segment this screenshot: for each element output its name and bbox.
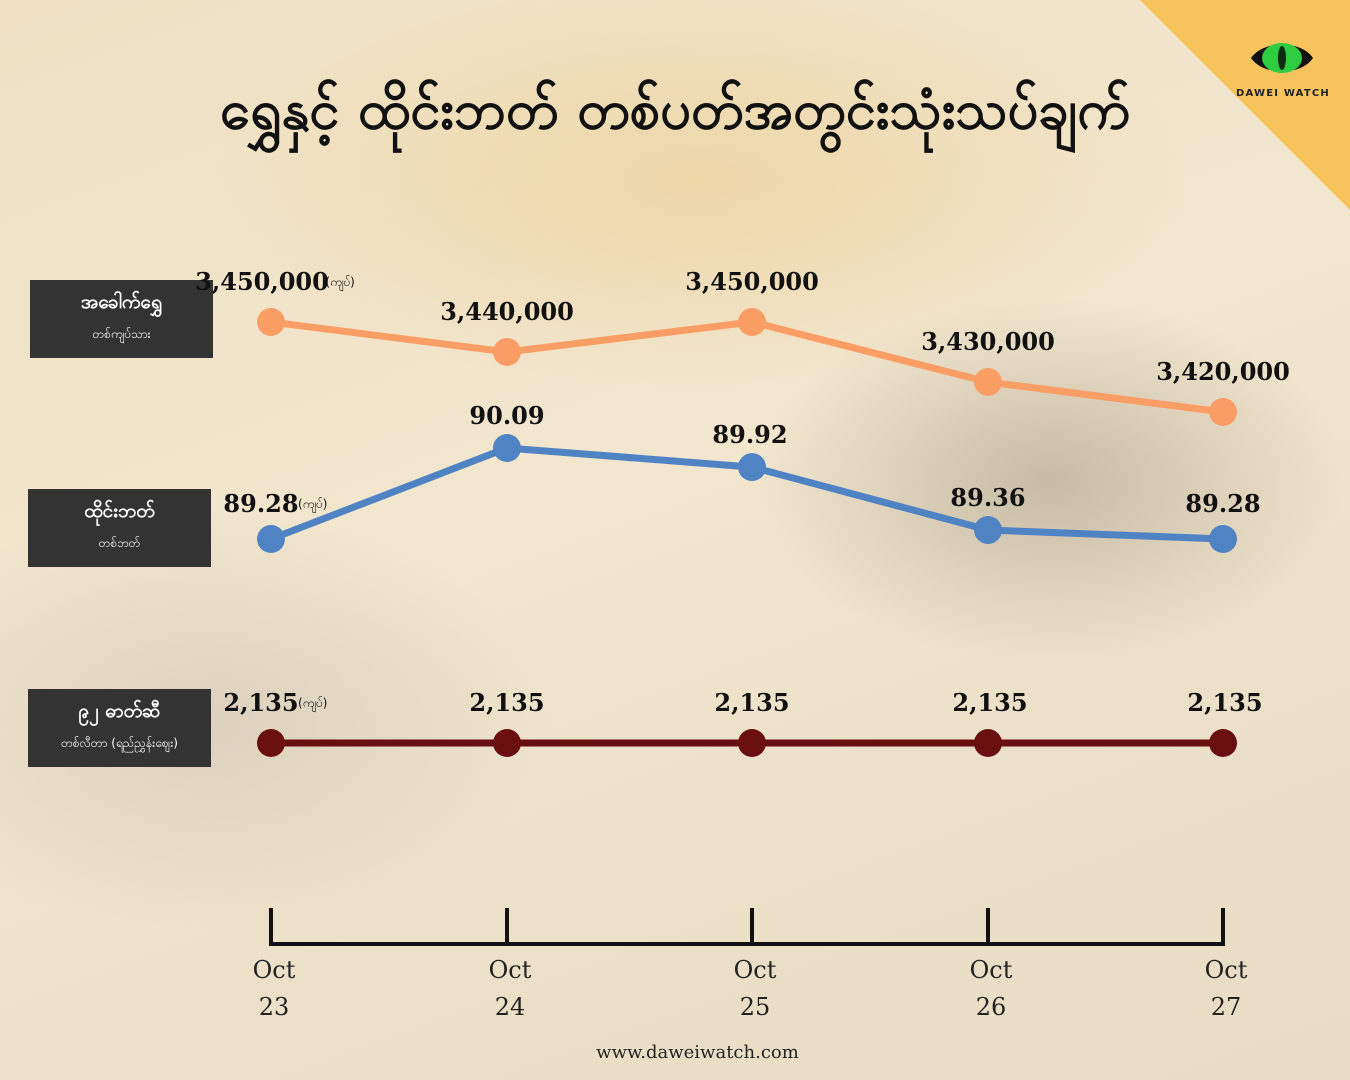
gold-point <box>257 308 285 336</box>
row-label-fuel: ၉၂ ဓာတ်ဆီ တစ်လီတာ (ရည်ညွှန်းဈေး) <box>28 689 211 767</box>
x-tick-label-day: 26 <box>976 993 1007 1021</box>
gold-data-label: 3,440,000 <box>440 297 574 326</box>
row-label-gold: အခေါက်ရွှေ တစ်ကျပ်သား <box>30 280 213 358</box>
gold-series-line <box>267 318 1227 416</box>
row-label-gold-main: အခေါက်ရွှေ <box>80 291 163 313</box>
baht-point <box>493 434 521 462</box>
baht-point <box>738 453 766 482</box>
baht-data-label: 89.28 <box>1185 489 1260 518</box>
fuel-point <box>257 729 285 757</box>
x-tick-label-day: 27 <box>1211 993 1242 1021</box>
fuel-point <box>1209 729 1237 757</box>
x-tick-label-month: Oct <box>253 956 296 984</box>
gold-data-label: 3,450,000 <box>195 267 329 296</box>
gold-point <box>974 368 1002 396</box>
fuel-point <box>738 729 766 757</box>
baht-unit-label: (ကျပ်) <box>298 496 327 514</box>
row-label-baht-main: ထိုင်းဘတ် <box>84 500 155 522</box>
baht-data-label: 89.92 <box>712 420 787 449</box>
gold-point <box>1209 398 1237 426</box>
fuel-point <box>974 729 1002 757</box>
website-footer: www.daweiwatch.com <box>596 1042 799 1063</box>
row-label-gold-sub: တစ်ကျပ်သား <box>92 327 151 341</box>
baht-data-label: 89.28 <box>223 489 298 518</box>
x-tick-label-day: 25 <box>740 993 771 1021</box>
row-label-baht: ထိုင်းဘတ် တစ်ဘတ် <box>28 489 211 567</box>
eye-logo-icon <box>1251 43 1313 73</box>
baht-point <box>257 525 285 553</box>
gold-data-label: 3,420,000 <box>1156 357 1290 386</box>
page-title: ရွှေနှင့် ထိုင်းဘတ် တစ်ပတ်အတွင်းသုံးသပ်ခ… <box>219 78 1131 141</box>
gold-point <box>738 308 766 336</box>
fuel-data-label: 2,135 <box>223 688 298 717</box>
gold-point <box>493 338 521 366</box>
fuel-point <box>493 729 521 757</box>
baht-point <box>1209 525 1237 553</box>
baht-data-label: 90.09 <box>469 401 544 430</box>
x-tick-label-month: Oct <box>970 956 1013 984</box>
x-tick-label-day: 23 <box>259 993 290 1021</box>
x-tick-label-month: Oct <box>1205 956 1248 984</box>
fuel-data-label: 2,135 <box>952 688 1027 717</box>
gold-unit-label: (ကျပ်) <box>325 274 354 292</box>
fuel-data-label: 2,135 <box>714 688 789 717</box>
row-label-baht-sub: တစ်ဘတ် <box>98 536 141 550</box>
baht-data-label: 89.36 <box>950 483 1025 512</box>
baht-point <box>974 516 1002 545</box>
gold-data-label: 3,430,000 <box>921 327 1055 356</box>
x-tick-label-month: Oct <box>734 956 777 984</box>
fuel-data-label: 2,135 <box>469 688 544 717</box>
fuel-data-label: 2,135 <box>1187 688 1262 717</box>
gold-data-label: 3,450,000 <box>685 267 819 296</box>
brand-name: DAWEI WATCH <box>1236 88 1330 99</box>
x-tick-label-month: Oct <box>489 956 532 984</box>
x-tick-label-day: 24 <box>495 993 526 1021</box>
row-label-fuel-sub: တစ်လီတာ (ရည်ညွှန်းဈေး) <box>61 736 178 750</box>
row-label-fuel-main: ၉၂ ဓာတ်ဆီ <box>78 700 161 722</box>
fuel-unit-label: (ကျပ်) <box>298 695 327 713</box>
